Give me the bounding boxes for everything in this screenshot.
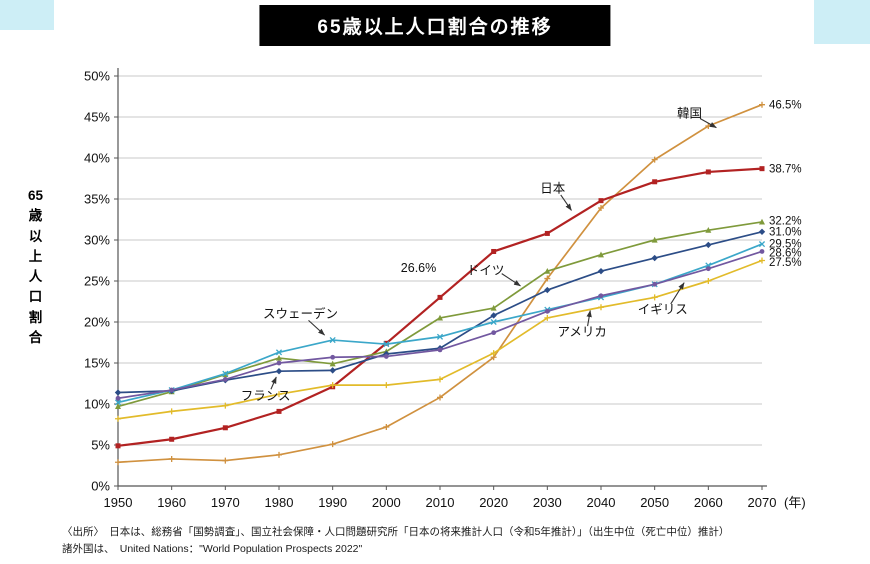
svg-text:2000: 2000 bbox=[372, 495, 401, 510]
decorative-corner-right bbox=[814, 0, 870, 44]
svg-text:1970: 1970 bbox=[211, 495, 240, 510]
svg-text:27.5%: 27.5% bbox=[769, 257, 802, 269]
source-note-line1: 〈出所〉 日本は、総務省「国勢調査」、国立社会保障・人口問題研究所「日本の将来推… bbox=[62, 526, 730, 538]
source-note-line2: 諸外国は、 United Nations："World Population P… bbox=[62, 543, 363, 555]
svg-text:10%: 10% bbox=[84, 397, 110, 412]
chart-title: 65歳以上人口割合の推移 bbox=[259, 5, 611, 46]
svg-text:28.6%: 28.6% bbox=[769, 248, 802, 260]
svg-text:26.6%: 26.6% bbox=[401, 261, 436, 275]
svg-text:25%: 25% bbox=[84, 274, 110, 289]
svg-text:1960: 1960 bbox=[157, 495, 186, 510]
svg-text:アメリカ: アメリカ bbox=[558, 325, 607, 339]
svg-text:1980: 1980 bbox=[265, 495, 294, 510]
svg-text:2050: 2050 bbox=[640, 495, 669, 510]
line-chart: 0% 5% 10% 15% 20% 25% 30% 35% 40% 45% 50% 1950 1960 1… bbox=[84, 68, 806, 510]
svg-text:50%: 50% bbox=[84, 69, 110, 84]
svg-text:30%: 30% bbox=[84, 233, 110, 248]
svg-text:38.7%: 38.7% bbox=[769, 164, 802, 176]
svg-text:0%: 0% bbox=[91, 479, 110, 494]
svg-text:1950: 1950 bbox=[104, 495, 133, 510]
svg-text:2040: 2040 bbox=[587, 495, 616, 510]
svg-text:29.5%: 29.5% bbox=[769, 238, 802, 250]
svg-text:2030: 2030 bbox=[533, 495, 562, 510]
svg-text:韓国: 韓国 bbox=[677, 107, 702, 121]
svg-text:15%: 15% bbox=[84, 356, 110, 371]
svg-text:31.0%: 31.0% bbox=[769, 226, 802, 238]
svg-text:40%: 40% bbox=[84, 151, 110, 166]
svg-text:5%: 5% bbox=[91, 438, 110, 453]
svg-text:2020: 2020 bbox=[479, 495, 508, 510]
svg-text:フランス: フランス bbox=[241, 389, 291, 403]
y-axis-label: 65 歳以上人口割合 bbox=[28, 188, 44, 345]
svg-text:35%: 35% bbox=[84, 192, 110, 207]
svg-text:スウェーデン: スウェーデン bbox=[263, 306, 338, 321]
svg-text:ドイツ: ドイツ bbox=[467, 263, 505, 277]
svg-text:イギリス: イギリス bbox=[638, 303, 688, 317]
decorative-corner-left bbox=[0, 0, 54, 30]
svg-text:1990: 1990 bbox=[318, 495, 347, 510]
svg-text:45%: 45% bbox=[84, 110, 110, 125]
svg-text:20%: 20% bbox=[84, 315, 110, 330]
svg-text:2070: 2070 bbox=[748, 495, 777, 510]
svg-text:2010: 2010 bbox=[426, 495, 455, 510]
svg-text:46.5%: 46.5% bbox=[769, 100, 802, 112]
svg-text:(年): (年) bbox=[784, 495, 806, 510]
svg-text:2060: 2060 bbox=[694, 495, 723, 510]
svg-text:日本: 日本 bbox=[540, 181, 566, 195]
svg-text:32.2%: 32.2% bbox=[769, 216, 802, 228]
